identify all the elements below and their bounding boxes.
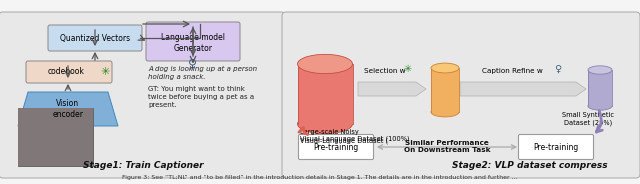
Text: Vision
encoder: Vision encoder (52, 99, 83, 119)
Text: A dog is looking up at a person
holding a snack.: A dog is looking up at a person holding … (148, 66, 257, 80)
Text: Caption Refine w: Caption Refine w (482, 68, 542, 74)
Text: Stage1: Train Captioner: Stage1: Train Captioner (83, 161, 204, 170)
Bar (431, 68, 459, 112)
Text: Visual-Language Dataset (: Visual-Language Dataset ( (300, 138, 388, 144)
FancyBboxPatch shape (518, 135, 593, 160)
Ellipse shape (431, 107, 459, 117)
Text: ✳: ✳ (404, 64, 412, 74)
FancyBboxPatch shape (146, 22, 240, 61)
Bar (588, 70, 612, 106)
Ellipse shape (298, 54, 353, 74)
Ellipse shape (588, 102, 612, 110)
Ellipse shape (298, 114, 353, 134)
Text: Similar Performance
On Downstream Task: Similar Performance On Downstream Task (404, 140, 490, 153)
FancyBboxPatch shape (26, 61, 112, 83)
FancyBboxPatch shape (282, 12, 640, 178)
Text: Stage2: VLP dataset compress: Stage2: VLP dataset compress (452, 161, 608, 170)
Text: GT: You might want to think
twice before buying a pet as a
present.: GT: You might want to think twice before… (148, 86, 254, 108)
Text: Language model
Generator: Language model Generator (161, 33, 225, 53)
FancyBboxPatch shape (48, 25, 142, 51)
Text: Large-scale Noisy
Visual-Language Dataset (100%): Large-scale Noisy Visual-Language Datase… (300, 129, 410, 142)
Bar (18, 108, 93, 166)
Text: Figure 3: See “TL;NL” and “to be filled” in the introduction details in Stage 1.: Figure 3: See “TL;NL” and “to be filled”… (122, 175, 518, 180)
Bar (298, 64, 353, 124)
FancyArrow shape (460, 82, 586, 96)
FancyBboxPatch shape (0, 12, 285, 178)
Bar (18, 108, 93, 166)
Text: ✳: ✳ (100, 67, 109, 77)
Text: Quantized Vectors: Quantized Vectors (60, 33, 130, 43)
Text: Small Synthetic
Dataset (25%): Small Synthetic Dataset (25%) (562, 112, 614, 125)
Ellipse shape (588, 66, 612, 74)
FancyBboxPatch shape (298, 135, 374, 160)
Polygon shape (18, 92, 118, 126)
Ellipse shape (431, 63, 459, 73)
Text: Pre-training: Pre-training (314, 142, 358, 151)
Text: ♀: ♀ (188, 57, 198, 70)
Text: Selection w: Selection w (364, 68, 406, 74)
Text: ♀: ♀ (554, 64, 561, 74)
Text: codebook: codebook (47, 68, 84, 77)
Text: Pre-training: Pre-training (533, 142, 579, 151)
FancyArrow shape (358, 82, 426, 96)
